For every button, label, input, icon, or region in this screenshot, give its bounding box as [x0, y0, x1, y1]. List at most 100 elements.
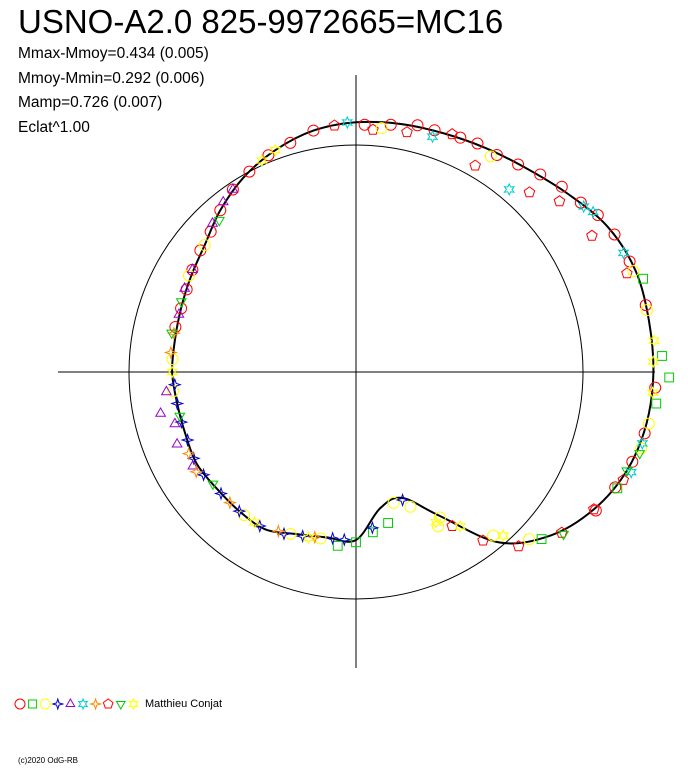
data-point-circle: [198, 239, 211, 252]
data-point-circle: [523, 533, 536, 546]
data-point-circle: [432, 520, 445, 533]
data-point-diamond: [163, 345, 179, 360]
data-point-star6: [636, 436, 649, 451]
data-point-circle: [175, 302, 188, 315]
stat-mamp: Mamp=0.726 (0.007): [18, 94, 163, 111]
data-point-triangle: [179, 281, 191, 292]
chart-title: USNO-A2.0 825-9972665=MC16: [18, 3, 504, 40]
fit-curve-layer: [171, 120, 655, 545]
data-point-circle: [642, 417, 655, 430]
legend-marker-triangle-down: [115, 701, 126, 711]
data-point-circle: [314, 532, 327, 545]
stat-mmax-mmoy: Mmax-Mmoy=0.434 (0.005): [18, 45, 209, 62]
data-point-circle: [358, 118, 371, 131]
data-point-circle: [375, 122, 388, 135]
legend-marker-star6: [128, 697, 139, 711]
data-point-star6: [503, 182, 516, 197]
data-point-circle: [649, 381, 662, 394]
data-point-star6: [426, 129, 439, 144]
data-point-star6: [647, 354, 660, 369]
legend-markers: [14, 697, 139, 711]
data-point-star6: [587, 205, 599, 219]
data-point-star4: [174, 415, 189, 430]
data-point-diamond: [271, 523, 286, 539]
data-point-pentagon: [588, 503, 600, 515]
data-point-square: [612, 483, 623, 494]
data-point-triangle-down: [166, 329, 178, 340]
data-point-star4: [365, 520, 380, 535]
data-point-star6: [625, 465, 637, 479]
data-point-star6: [166, 365, 178, 379]
data-point-star4: [167, 377, 182, 392]
plot-axes: [58, 75, 655, 668]
data-point-diamond: [181, 446, 196, 461]
data-point-square: [367, 527, 378, 538]
data-point-pentagon: [477, 534, 489, 546]
data-point-circle: [243, 165, 256, 178]
data-point-triangle: [154, 407, 167, 417]
data-point-triangle: [173, 308, 185, 318]
legend-marker-star6: [77, 697, 89, 711]
data-point-circle: [428, 124, 441, 137]
data-point-circle: [608, 228, 621, 241]
data-point-star6: [341, 115, 354, 130]
legend-observer-name: Matthieu Conjat: [145, 698, 223, 710]
data-point-square: [664, 372, 675, 383]
data-point-star6: [430, 515, 442, 530]
data-point-circle: [284, 528, 297, 541]
data-point-circle: [626, 455, 639, 468]
data-point-triangle: [186, 263, 198, 273]
data-point-pentagon: [617, 473, 630, 485]
data-point-square: [332, 540, 343, 551]
data-point-circle: [433, 511, 446, 524]
data-point-circle: [534, 168, 547, 181]
legend-marker-diamond: [88, 697, 103, 711]
data-point-triangle-down: [207, 480, 219, 491]
data-point-circle: [454, 131, 467, 144]
data-point-pentagon: [586, 229, 598, 241]
data-point-star4: [213, 486, 229, 501]
data-point-circle: [404, 500, 417, 513]
data-point-triangle: [169, 417, 181, 428]
fit-curve: [171, 120, 655, 545]
data-point-star4: [325, 531, 340, 546]
data-point-star4: [232, 503, 247, 519]
data-point-circle: [307, 124, 320, 137]
data-point-triangle-down: [175, 298, 187, 308]
legend-marker-square: [28, 699, 38, 709]
data-point-star6: [256, 153, 268, 168]
data-point-diamond: [222, 495, 238, 510]
data-point-star4: [276, 526, 292, 541]
data-point-pentagon: [469, 159, 481, 171]
data-point-triangle: [160, 385, 172, 396]
data-point-circle: [640, 304, 653, 317]
legend-marker-circle: [14, 698, 26, 710]
data-point-circle: [574, 196, 587, 209]
data-point-star4: [395, 492, 410, 508]
data-point-triangle-down: [634, 450, 646, 460]
data-point-triangle: [206, 216, 219, 227]
data-point-circle: [487, 529, 500, 542]
data-point-triangle: [171, 437, 183, 448]
data-point-triangle-down: [213, 216, 225, 227]
legend-marker-star4: [51, 697, 65, 711]
data-point-circle: [639, 299, 652, 312]
legend-marker-triangle: [65, 697, 76, 707]
data-point-triangle-down: [174, 412, 186, 423]
data-point-star6: [497, 528, 510, 543]
data-point-triangle-down: [557, 530, 570, 541]
data-point-circle: [490, 148, 503, 161]
data-point-square: [383, 518, 393, 528]
data-point-circle: [411, 119, 424, 132]
data-point-square: [657, 351, 667, 361]
stat-mmoy-mmin: Mmoy-Mmin=0.292 (0.006): [18, 69, 205, 87]
data-point-star4: [170, 396, 185, 411]
data-point-pentagon: [401, 126, 413, 138]
data-point-triangle: [187, 459, 199, 470]
legend: Matthieu Conjat: [12, 694, 222, 714]
data-point-star6: [617, 246, 630, 260]
data-point-circle: [512, 158, 525, 171]
data-point-pentagon: [621, 267, 633, 279]
data-point-triangle: [217, 195, 229, 206]
